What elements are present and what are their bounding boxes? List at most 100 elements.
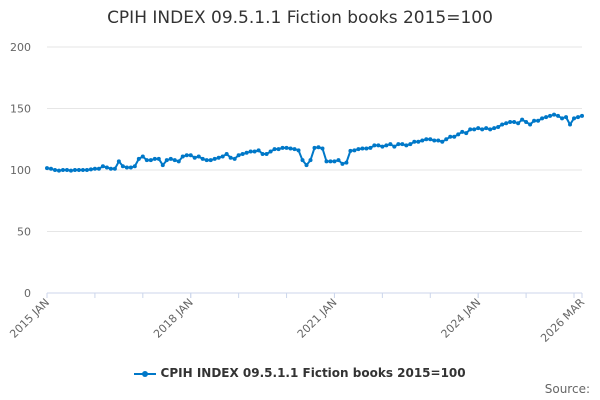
data-point	[304, 163, 309, 168]
data-point	[68, 168, 73, 173]
data-point	[528, 122, 533, 127]
data-point	[364, 146, 369, 151]
data-point	[180, 154, 185, 159]
data-point	[460, 129, 465, 134]
data-point	[328, 159, 333, 164]
data-point	[472, 127, 477, 132]
data-point	[380, 144, 385, 149]
data-point	[432, 138, 437, 143]
data-point	[548, 113, 553, 118]
data-point	[308, 158, 313, 163]
data-point	[292, 147, 297, 152]
data-point	[448, 134, 453, 139]
data-point	[424, 137, 429, 142]
data-point	[520, 117, 525, 122]
data-point	[384, 143, 389, 148]
data-point	[60, 168, 65, 172]
data-point	[172, 158, 177, 163]
data-point	[224, 152, 229, 157]
data-point	[120, 164, 125, 169]
data-point	[524, 120, 529, 125]
legend-item[interactable]: CPIH INDEX 09.5.1.1 Fiction books 2015=1…	[0, 366, 600, 380]
legend-marker-icon	[134, 370, 157, 377]
data-point	[436, 138, 441, 143]
legend-label: CPIH INDEX 09.5.1.1 Fiction books 2015=1…	[160, 366, 466, 380]
data-point	[476, 126, 481, 131]
data-point	[428, 137, 433, 142]
data-point	[508, 120, 513, 125]
data-point	[368, 145, 373, 150]
data-point	[108, 166, 113, 171]
data-point	[580, 113, 584, 118]
data-point	[276, 147, 281, 152]
data-point	[572, 116, 577, 121]
data-point	[100, 164, 105, 169]
data-point	[116, 159, 121, 164]
data-point	[360, 146, 365, 151]
data-point	[84, 168, 89, 172]
data-point	[184, 153, 189, 158]
data-point	[72, 168, 77, 172]
y-tick-label: 150	[10, 103, 31, 116]
data-point	[392, 144, 397, 149]
x-tick-label: 2021 JAN	[295, 296, 340, 341]
data-point	[112, 166, 117, 171]
data-point	[280, 145, 285, 150]
data-point	[336, 158, 341, 163]
data-point	[320, 146, 325, 151]
data-point	[560, 116, 565, 121]
data-point	[124, 165, 129, 170]
data-point	[176, 159, 181, 164]
data-point	[512, 120, 517, 125]
data-point	[136, 156, 141, 161]
data-point	[396, 142, 401, 147]
data-point	[164, 158, 169, 163]
data-point	[200, 156, 205, 161]
x-tick-label: 2026 MAR	[538, 296, 587, 345]
data-point	[264, 152, 269, 157]
data-point	[204, 158, 209, 163]
data-point	[240, 152, 245, 157]
data-point	[500, 122, 505, 127]
data-point	[416, 139, 421, 144]
data-point	[440, 139, 445, 144]
x-tick-label: 2018 JAN	[151, 296, 196, 341]
chart-title: CPIH INDEX 09.5.1.1 Fiction books 2015=1…	[107, 8, 493, 28]
data-point	[496, 124, 501, 129]
data-point	[296, 148, 301, 153]
data-point	[332, 159, 337, 164]
data-point	[340, 161, 345, 166]
data-point	[216, 155, 221, 160]
data-point	[408, 142, 413, 147]
y-tick-label: 50	[17, 226, 31, 239]
data-point	[316, 145, 321, 150]
data-point	[256, 148, 261, 153]
data-point	[52, 168, 57, 172]
data-point	[484, 126, 489, 131]
data-point	[456, 132, 461, 137]
data-point	[212, 156, 217, 161]
data-point	[552, 112, 557, 117]
data-point	[268, 149, 273, 154]
data-point	[352, 148, 357, 153]
data-point	[144, 158, 149, 163]
data-point	[188, 153, 193, 158]
data-point	[492, 126, 497, 131]
data-point	[544, 115, 549, 120]
data-point	[388, 142, 393, 147]
data-point	[96, 166, 101, 171]
data-point	[468, 127, 473, 132]
data-point	[64, 168, 69, 172]
y-tick-label: 100	[10, 164, 31, 177]
y-tick-label: 200	[10, 41, 31, 54]
data-point	[192, 155, 197, 160]
data-point	[232, 156, 237, 161]
data-point	[220, 154, 225, 159]
data-point	[104, 165, 109, 170]
data-point	[80, 168, 85, 172]
data-point	[152, 156, 157, 161]
data-point	[324, 159, 329, 164]
x-tick-label: 2015 JAN	[7, 296, 52, 341]
data-point	[556, 113, 561, 118]
